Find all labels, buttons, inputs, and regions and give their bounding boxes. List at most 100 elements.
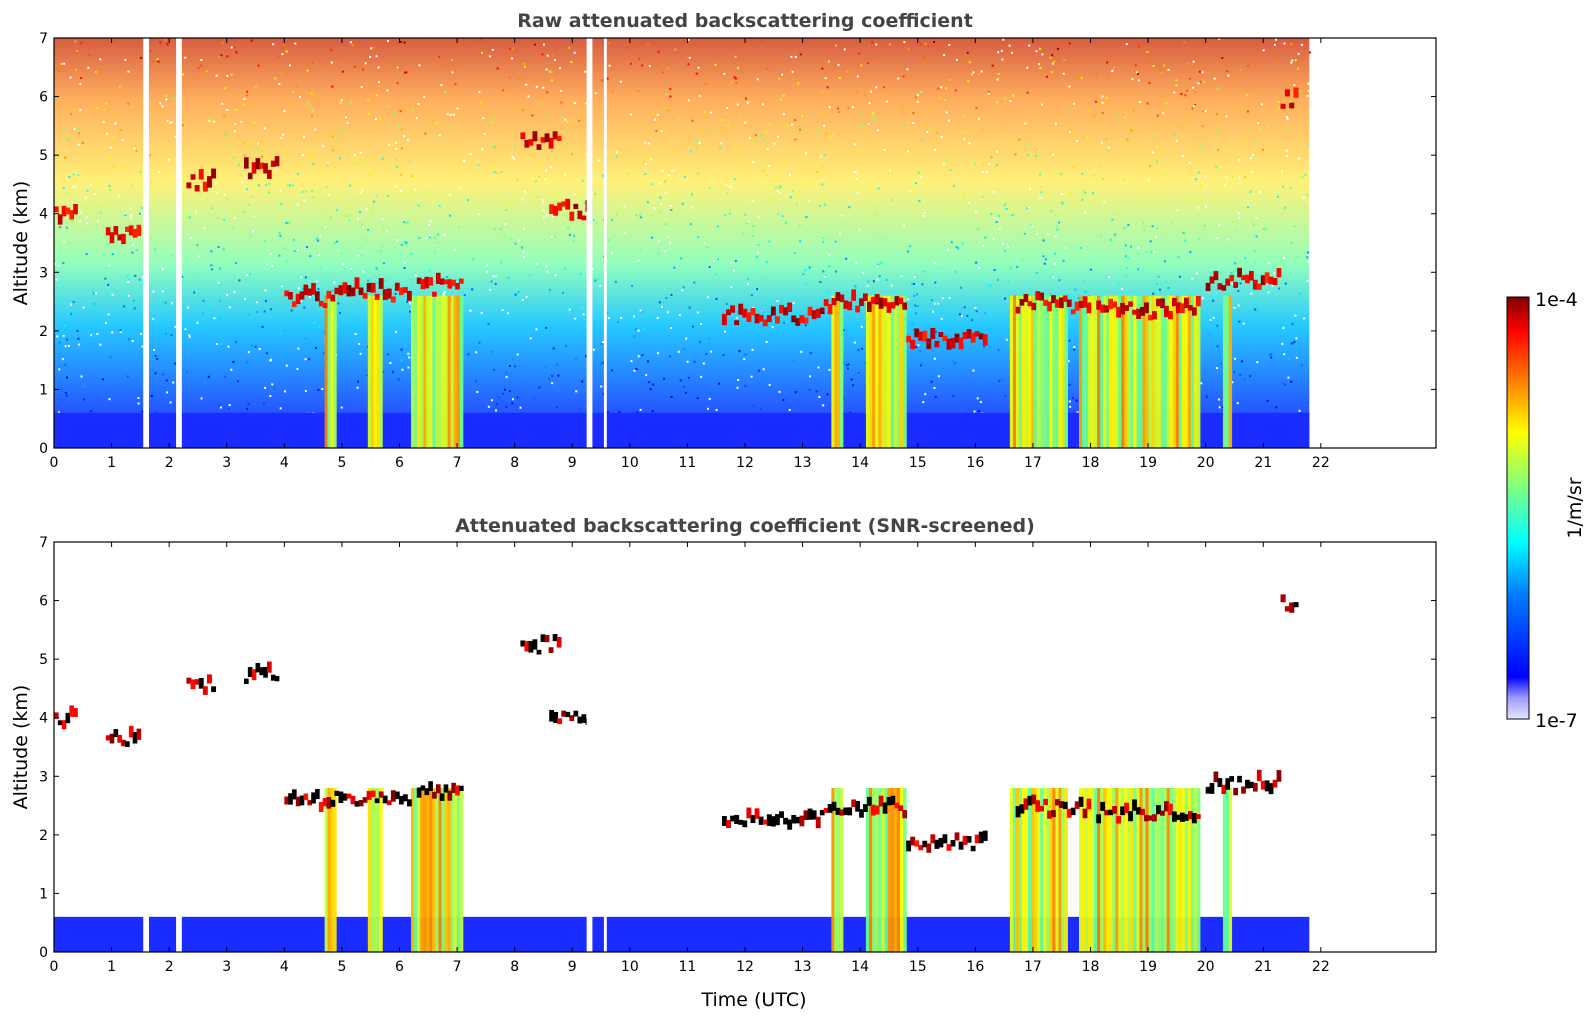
noise-speck <box>131 340 134 343</box>
noise-speck <box>231 157 234 160</box>
noise-speck <box>686 360 689 363</box>
noise-speck <box>372 170 375 173</box>
noise-speck <box>551 54 554 57</box>
noise-speck <box>1216 345 1219 348</box>
noise-speck <box>551 79 554 82</box>
noise-speck <box>785 158 788 161</box>
cloud-layer-cell <box>424 788 430 796</box>
cloud-layer-cell <box>288 292 293 300</box>
noise-speck <box>253 121 256 124</box>
noise-speck <box>933 302 936 305</box>
precip-shaft <box>456 295 461 448</box>
noise-speck <box>488 335 491 338</box>
noise-speck <box>542 209 545 212</box>
noise-speck <box>1266 400 1269 403</box>
noise-speck <box>408 160 411 163</box>
precip-shaft <box>896 295 901 448</box>
noise-speck <box>1231 381 1234 384</box>
noise-speck <box>1155 283 1158 286</box>
x-tick-label: 12 <box>736 959 754 975</box>
noise-speck <box>566 305 569 308</box>
noise-speck <box>130 214 133 217</box>
noise-speck <box>235 262 238 265</box>
noise-speck <box>249 273 252 276</box>
noise-speck <box>76 329 79 332</box>
noise-speck <box>193 279 196 282</box>
noise-speck <box>371 208 374 211</box>
cloud-layer-cell <box>954 333 960 343</box>
noise-speck <box>231 226 234 229</box>
noise-speck <box>937 87 940 90</box>
noise-speck <box>1209 273 1212 276</box>
cloud-layer-cell <box>1074 801 1080 809</box>
noise-speck <box>1098 164 1101 167</box>
noise-speck <box>1084 192 1087 195</box>
noise-speck <box>727 124 730 127</box>
noise-speck <box>1061 202 1064 205</box>
noise-speck <box>67 344 70 347</box>
cloud-layer-cell <box>330 799 336 807</box>
noise-speck <box>297 248 300 251</box>
noise-speck <box>724 330 727 333</box>
noise-speck <box>637 259 640 262</box>
noise-speck <box>280 136 283 139</box>
cloud-layer-cell <box>1062 295 1068 302</box>
noise-speck <box>408 302 411 305</box>
noise-speck <box>708 265 711 268</box>
cloud-layer-cell <box>358 800 364 807</box>
noise-speck <box>1237 290 1240 293</box>
noise-speck <box>1081 172 1084 175</box>
noise-speck <box>291 184 294 187</box>
cloud-layer-cell <box>459 785 464 792</box>
noise-speck <box>150 181 153 184</box>
noise-speck <box>351 43 354 46</box>
cloud-layer-cell <box>910 836 916 846</box>
noise-speck <box>509 60 512 63</box>
x-tick-label: 14 <box>851 455 869 471</box>
cloud-layer-cell <box>386 800 392 806</box>
noise-speck <box>561 291 564 294</box>
noise-speck <box>1016 265 1019 268</box>
colorbar-gradient <box>1506 296 1530 720</box>
cloud-layer-cell <box>1096 814 1102 824</box>
cloud-layer-cell <box>934 340 940 348</box>
noise-speck <box>837 63 840 66</box>
noise-speck <box>935 131 938 134</box>
noise-speck <box>679 330 682 333</box>
noise-speck <box>747 282 750 285</box>
noise-speck <box>1080 76 1083 79</box>
noise-speck <box>847 363 850 366</box>
noise-speck <box>1153 135 1156 138</box>
noise-speck <box>922 214 925 217</box>
precip-shaft <box>1112 295 1116 448</box>
cloud-layer-cell <box>455 282 460 290</box>
noise-speck <box>1101 101 1104 104</box>
noise-speck <box>1130 245 1133 248</box>
noise-speck <box>469 152 472 155</box>
noise-speck <box>512 358 515 361</box>
noise-speck <box>222 248 225 251</box>
noise-speck <box>611 219 614 222</box>
noise-speck <box>861 347 864 350</box>
noise-speck <box>463 294 466 297</box>
noise-speck <box>805 160 808 163</box>
x-tick-label: 15 <box>909 959 927 975</box>
noise-speck <box>394 292 397 295</box>
x-tick-label: 13 <box>794 959 812 975</box>
cloud-layer-cell <box>779 304 784 314</box>
noise-speck <box>681 289 684 292</box>
precip-shaft <box>330 788 334 952</box>
noise-speck <box>827 60 830 63</box>
noise-speck <box>545 68 548 71</box>
precip-shaft <box>1022 295 1026 448</box>
cloud-layer-cell <box>117 234 122 241</box>
noise-speck <box>346 121 349 124</box>
noise-speck <box>641 64 644 67</box>
noise-speck <box>150 394 153 397</box>
cloud-layer-cell <box>1225 278 1231 286</box>
noise-speck <box>365 67 368 70</box>
noise-speck <box>1113 66 1116 69</box>
noise-speck <box>1137 79 1140 82</box>
noise-speck <box>699 340 702 343</box>
x-tick-label: 10 <box>621 455 639 471</box>
